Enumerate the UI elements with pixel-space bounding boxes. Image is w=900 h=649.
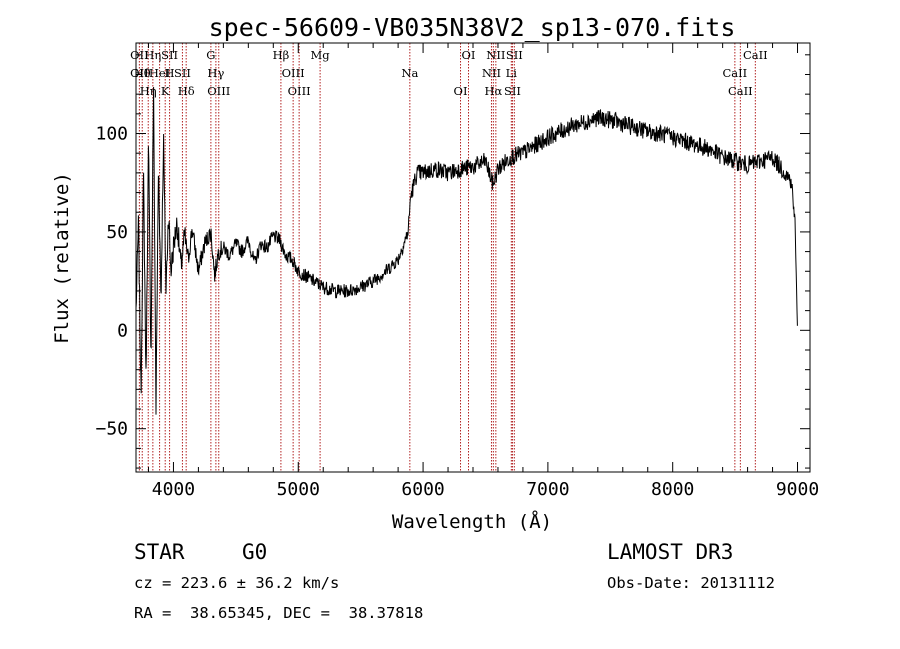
y-tick-label: 50: [106, 222, 128, 243]
y-axis-label: Flux (relative): [51, 172, 73, 344]
class-label: STAR: [134, 540, 185, 564]
line-label: G: [206, 48, 215, 62]
line-label: CaII: [728, 84, 753, 98]
chart-title: spec-56609-VB035N38V2_sp13-070.fits: [209, 13, 736, 42]
y-tick-label: 0: [117, 320, 128, 341]
line-label: Hδ: [178, 84, 195, 98]
line-label: OIII: [282, 66, 305, 80]
line-label: Na: [401, 66, 418, 80]
redshift-text: cz = 223.6 ± 36.2 km/s: [134, 574, 340, 592]
line-label: OI: [454, 84, 468, 98]
line-label: CaII: [722, 66, 747, 80]
line-label: NII: [482, 66, 501, 80]
x-tick-label: 4000: [152, 479, 195, 500]
coordinates-text: RA = 38.65345, DEC = 38.37818: [134, 604, 424, 622]
line-label: Hθ: [134, 66, 151, 80]
line-label: OIII: [288, 84, 311, 98]
line-label: SII: [161, 48, 178, 62]
line-label: SII: [504, 84, 521, 98]
line-label: OII: [130, 66, 149, 80]
flux-series-line: [135, 86, 798, 415]
x-axis-label: Wavelength (Å): [392, 510, 552, 533]
x-tick-label: 7000: [526, 479, 569, 500]
axes: 4000 5000 6000 7000 8000 9000 −50 0 50 100: [95, 43, 819, 500]
line-label: Hα: [484, 84, 502, 98]
y-tick-label: −50: [95, 419, 128, 440]
emission-lines: [138, 43, 756, 472]
line-label: Hβ: [273, 48, 290, 62]
x-tick-label: 8000: [651, 479, 694, 500]
line-label: CaII: [743, 48, 768, 62]
subclass-label: G0: [242, 540, 268, 564]
survey-label: LAMOST DR3: [607, 540, 734, 564]
line-label: Hγ: [207, 66, 224, 80]
x-tick-label: 5000: [277, 479, 320, 500]
x-tick-label: 6000: [401, 479, 444, 500]
x-tick-label: 9000: [776, 479, 819, 500]
line-label: Hη: [140, 84, 157, 98]
line-label: Li: [506, 66, 518, 80]
line-label: H: [165, 66, 175, 80]
plot-frame: [135, 42, 811, 473]
line-label: HeI: [149, 66, 170, 80]
line-label: Hη: [144, 48, 161, 62]
y-tick-label: 100: [95, 124, 128, 145]
line-label: K: [161, 84, 170, 98]
line-label: SII: [506, 48, 523, 62]
line-label: OI: [462, 48, 476, 62]
line-label: OIII: [207, 84, 230, 98]
line-label: SII: [174, 66, 191, 80]
line-label: Mg: [311, 48, 331, 62]
obs-date-text: Obs-Date: 20131112: [607, 574, 775, 592]
line-label: NII: [486, 48, 505, 62]
